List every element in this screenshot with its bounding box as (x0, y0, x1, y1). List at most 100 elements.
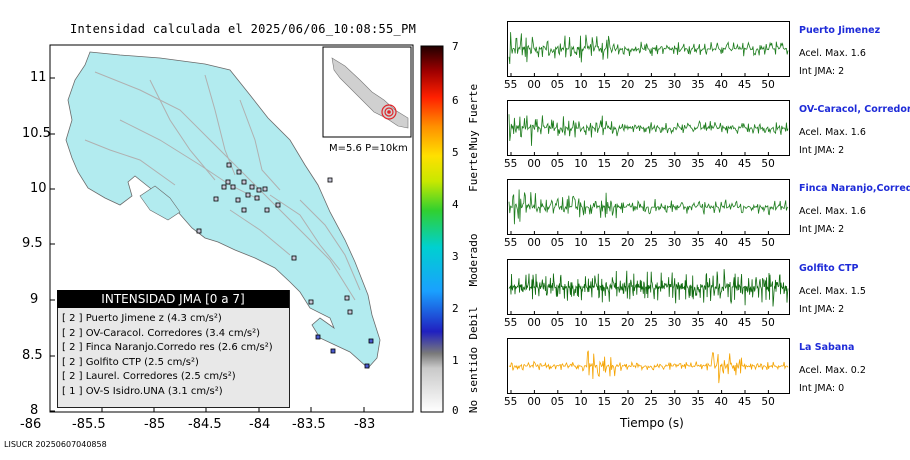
inset-label: M=5.6 P=10km (329, 143, 408, 154)
y-tick: 9.5 (22, 236, 43, 251)
time-tick: 00 (527, 317, 541, 329)
scale-label: No sentido (467, 347, 480, 413)
scale-number: 5 (452, 146, 459, 159)
time-tick: 15 (597, 396, 611, 408)
time-tick: 35 (691, 237, 705, 249)
time-tick: 15 (597, 79, 611, 91)
waveform-trace (508, 114, 789, 146)
x-tick: -84.5 (188, 417, 222, 432)
time-tick: 15 (597, 237, 611, 249)
station-accel: Acel. Max. 0.2 (799, 365, 866, 376)
station-name: OV-Caracol, Corredores (799, 104, 910, 115)
time-tick: 00 (527, 237, 541, 249)
time-tick: 55 (504, 317, 518, 329)
time-tick: 45 (738, 396, 752, 408)
y-tick: 10 (30, 181, 47, 196)
scale-label: Muy Fuerte (467, 84, 480, 150)
time-axis-label: Tiempo (s) (620, 416, 684, 430)
station-accel: Acel. Max. 1.6 (799, 127, 866, 138)
station-jma: Int JMA: 2 (799, 304, 845, 315)
legend-row: [ 2 ] OV-Caracol. Corredores (3.4 cm/s²) (62, 327, 261, 339)
legend-title: INTENSIDAD JMA [0 a 7] (57, 290, 289, 308)
time-tick: 40 (714, 396, 728, 408)
waveform-plot (507, 179, 790, 235)
time-tick: 50 (761, 158, 775, 170)
station-jma: Int JMA: 2 (799, 145, 845, 156)
time-tick: 00 (527, 158, 541, 170)
time-tick: 50 (761, 317, 775, 329)
time-tick: 05 (550, 79, 565, 91)
time-tick: 05 (550, 396, 565, 408)
time-tick: 05 (550, 237, 565, 249)
time-tick: 25 (644, 317, 658, 329)
time-tick: 30 (667, 317, 682, 329)
scale-number: 1 (452, 354, 459, 367)
time-tick: 15 (597, 158, 611, 170)
time-tick: 10 (574, 237, 588, 249)
station-jma: Int JMA: 2 (799, 224, 845, 235)
waveform-trace (508, 189, 789, 225)
time-tick: 30 (667, 237, 682, 249)
x-tick: -84 (249, 417, 271, 432)
time-tick: 40 (714, 317, 728, 329)
legend-rows: [ 2 ] Puerto Jimene z (4.3 cm/s²) [ 2 ] … (62, 312, 273, 399)
scale-number: 0 (452, 404, 459, 417)
station-accel: Acel. Max. 1.5 (799, 286, 866, 297)
time-tick: 55 (504, 237, 518, 249)
time-tick: 20 (621, 79, 635, 91)
time-tick: 55 (504, 396, 518, 408)
time-tick: 45 (738, 158, 752, 170)
time-tick: 50 (761, 79, 775, 91)
legend-row: [ 2 ] Golfito CTP (2.5 cm/s²) (62, 356, 199, 368)
x-tick: -83.5 (292, 417, 326, 432)
time-tick: 10 (574, 79, 588, 91)
y-tick: 8.5 (22, 348, 43, 363)
legend-row: [ 1 ] OV-S Isidro.UNA (3.1 cm/s²) (62, 385, 223, 397)
time-tick: 05 (550, 158, 565, 170)
scale-label: Moderado (467, 234, 480, 287)
time-tick: 35 (691, 396, 705, 408)
x-tick: -86 (20, 417, 42, 432)
time-tick: 40 (714, 158, 728, 170)
legend-box (57, 290, 290, 408)
station-name: La Sabana (799, 342, 855, 353)
y-tick: 9 (30, 292, 39, 307)
waveform-trace (508, 269, 789, 307)
waveform-trace (508, 32, 789, 65)
scale-number: 6 (452, 94, 459, 107)
time-tick: 30 (667, 79, 682, 91)
time-tick: 30 (667, 158, 682, 170)
time-tick: 15 (597, 317, 611, 329)
time-tick: 55 (504, 79, 518, 91)
time-tick: 25 (644, 79, 658, 91)
time-tick: 30 (667, 396, 682, 408)
scale-number: 2 (452, 302, 459, 315)
scale-label: Fuerte (467, 152, 480, 192)
station-markers (196, 162, 374, 369)
scale-label: Debil (467, 306, 480, 339)
station-accel: Acel. Max. 1.6 (799, 48, 866, 59)
time-tick: 45 (738, 237, 752, 249)
y-tick: 10.5 (22, 126, 51, 141)
page-title: Intensidad calculada el 2025/06/06_10:08… (70, 22, 417, 36)
time-tick: 10 (574, 317, 588, 329)
time-tick: 00 (527, 79, 541, 91)
time-tick: 45 (738, 317, 752, 329)
waveform-plot (507, 21, 790, 77)
time-tick: 00 (527, 396, 541, 408)
time-tick: 20 (621, 396, 635, 408)
legend-row: [ 2 ] Laurel. Corredores (2.5 cm/s²) (62, 371, 236, 382)
scale-number: 3 (452, 250, 459, 263)
scale-labels: Muy Fuerte Fuerte Moderado Debil No sent… (467, 84, 480, 413)
time-tick: 50 (761, 396, 775, 408)
time-tick: 25 (644, 158, 658, 170)
y-tick: 11 (30, 70, 47, 85)
time-tick: 10 (574, 158, 588, 170)
time-tick: 40 (714, 237, 728, 249)
time-tick: 35 (691, 79, 705, 91)
x-tick: -85.5 (72, 417, 106, 432)
time-tick: 10 (574, 396, 588, 408)
time-tick: 35 (691, 317, 705, 329)
x-tick: -83 (354, 417, 376, 432)
scale-number: 7 (452, 40, 459, 53)
